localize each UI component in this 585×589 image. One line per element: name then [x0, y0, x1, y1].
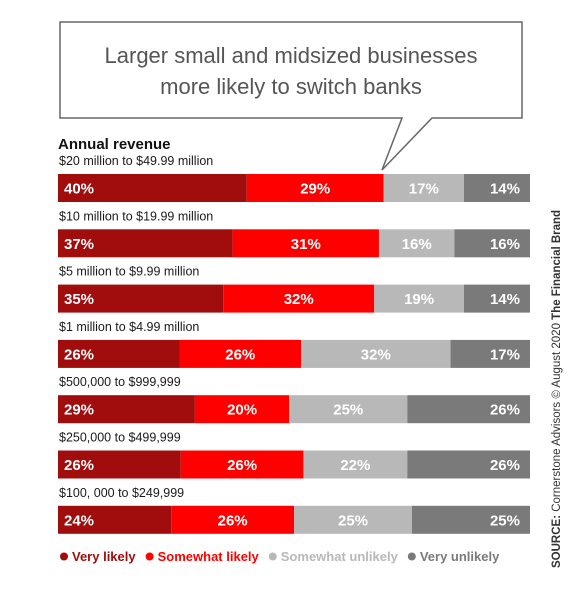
data-label: 29% [300, 181, 330, 198]
bar-segment [407, 450, 530, 479]
bar-segment [58, 505, 172, 534]
bar-segment [303, 450, 408, 479]
bar-segment [463, 284, 530, 313]
bar-segment [289, 395, 408, 424]
category-label: $250,000 to $499,999 [59, 431, 181, 445]
bar-segment [171, 505, 294, 534]
bar-segment [374, 284, 464, 313]
legend-marker [268, 552, 277, 561]
data-label: 26% [490, 457, 520, 474]
data-label: 32% [284, 291, 314, 308]
category-label: $10 million to $19.99 million [59, 209, 213, 223]
data-label: 19% [404, 291, 434, 308]
data-label: 16% [402, 236, 432, 253]
legend-marker [60, 552, 68, 561]
legend-label: Very unlikely [420, 549, 500, 564]
data-label: 26% [490, 402, 520, 419]
bar-segment [58, 339, 180, 368]
bar-segment [301, 339, 451, 368]
bar-segment [58, 229, 233, 258]
category-label: $20 million to $49.99 million [59, 154, 213, 168]
data-label: 20% [227, 402, 257, 419]
data-label: 35% [64, 291, 94, 308]
legend: Very likely Somewhat likely Somewhat unlik… [60, 549, 500, 564]
legend-marker [145, 552, 154, 561]
category-label: $500,000 to $999,999 [59, 375, 181, 389]
data-label: 17% [409, 181, 439, 198]
data-label: 31% [291, 236, 321, 253]
data-label: 25% [333, 402, 363, 419]
bar-segment [232, 229, 379, 258]
title-bubble [59, 21, 523, 171]
bar-segment [180, 450, 304, 479]
bar-segment [58, 395, 195, 424]
data-label: 14% [490, 291, 520, 308]
legend-marker [407, 552, 416, 561]
data-label: 25% [490, 512, 520, 529]
legend-label: Very likely [72, 549, 136, 564]
bar-segment [179, 339, 302, 368]
data-label: 40% [64, 181, 94, 198]
data-label: 17% [490, 346, 520, 363]
bars-group: $20 million to $49.99 million 40% 29% 17% 14… [58, 154, 530, 534]
data-label: 26% [64, 346, 94, 363]
legend-label: Somewhat unlikely [281, 549, 399, 564]
source-prefix: SOURCE: [551, 515, 563, 568]
bar-segment [463, 174, 530, 202]
bar-segment [412, 505, 530, 534]
data-label: 25% [338, 512, 368, 529]
category-label: $5 million to $9.99 million [59, 265, 199, 279]
bar-segment [450, 339, 530, 368]
bar-segment [223, 284, 375, 313]
data-label: 26% [225, 346, 255, 363]
bar-segment [378, 229, 455, 258]
data-label: 24% [64, 512, 94, 529]
bar-segment [194, 395, 290, 424]
chart-title-line-2: more likely to switch banks [160, 74, 422, 99]
axis-heading: Annual revenue [58, 136, 171, 153]
chart-title-line-1: Larger small and midsized businesses [105, 43, 478, 68]
source-brand: The Financial Brand [551, 210, 563, 320]
bar-segment [58, 284, 224, 313]
bar-segment [294, 505, 412, 534]
data-label: 26% [227, 457, 257, 474]
category-label: $100, 000 to $249,999 [59, 486, 184, 500]
source-credit: SOURCE: Cornerstone Advisors © August 20… [551, 210, 563, 568]
legend-label: Somewhat likely [158, 549, 260, 564]
data-label: 22% [340, 457, 370, 474]
bar-segment [407, 395, 530, 424]
source-text: Cornerstone Advisors © August 2020 [551, 320, 563, 515]
category-label: $1 million to $4.99 million [59, 320, 199, 334]
bar-segment [454, 229, 530, 258]
data-label: 14% [490, 181, 520, 198]
data-label: 29% [64, 402, 94, 419]
data-label: 26% [218, 512, 248, 529]
data-label: 26% [64, 457, 94, 474]
bar-segment [383, 174, 464, 202]
data-label: 37% [64, 236, 94, 253]
bar-segment [246, 174, 384, 202]
data-label: 16% [490, 236, 520, 253]
bar-segment [58, 174, 247, 202]
bar-segment [58, 450, 181, 479]
data-label: 32% [361, 346, 391, 363]
